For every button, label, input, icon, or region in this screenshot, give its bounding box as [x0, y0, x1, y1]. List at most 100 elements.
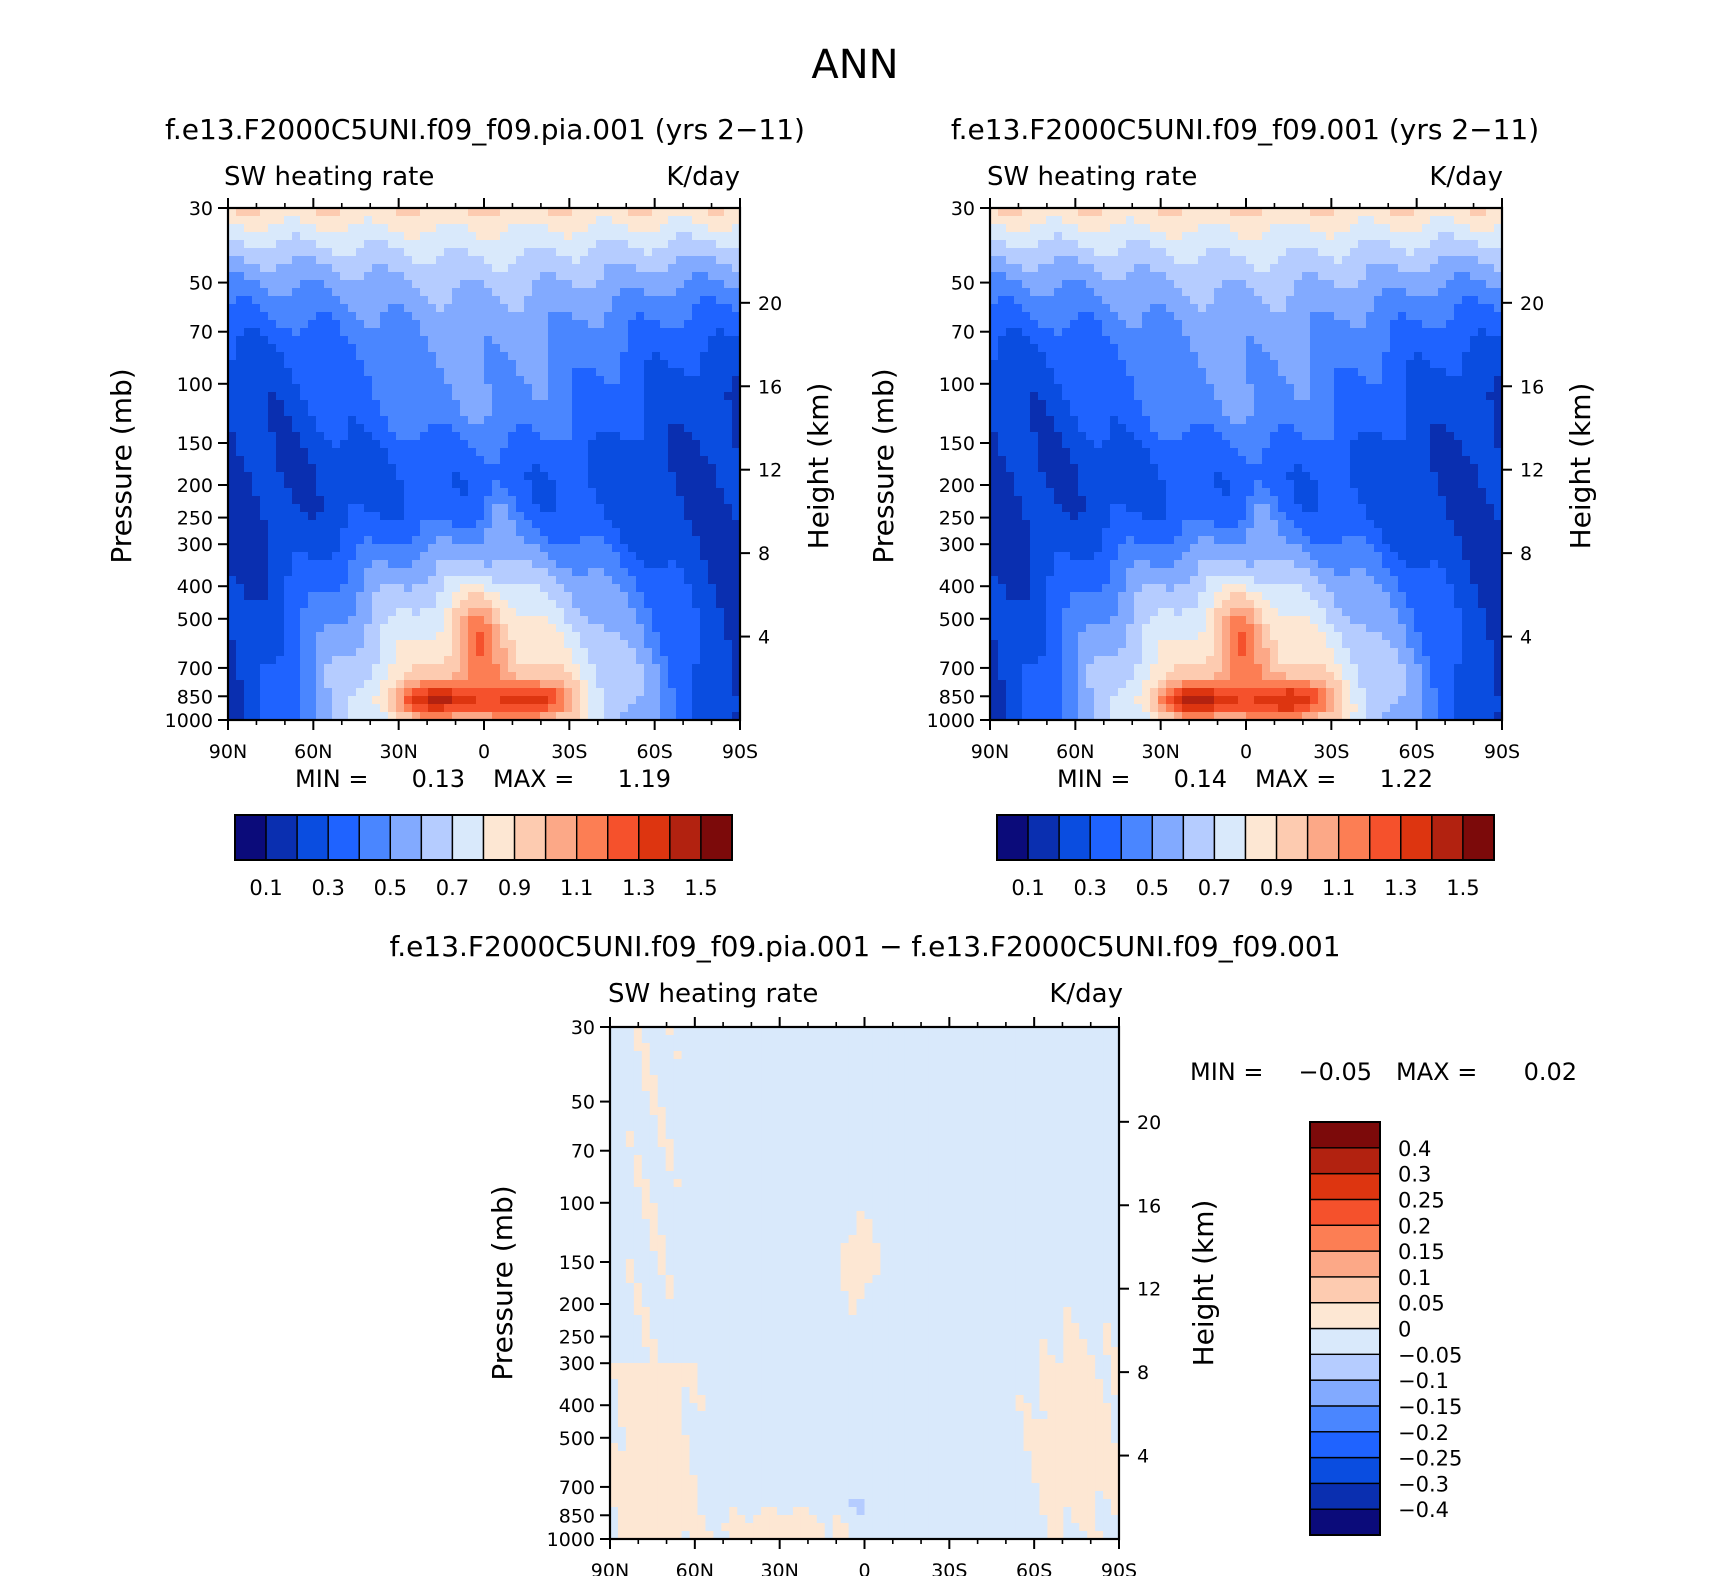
field-cell — [316, 456, 325, 465]
field-cell — [1230, 256, 1239, 265]
field-cell — [404, 216, 413, 225]
field-cell — [420, 480, 429, 489]
field-cell — [324, 296, 333, 305]
field-cell — [1030, 272, 1039, 281]
field-cell — [660, 392, 669, 401]
field-cell — [724, 632, 733, 641]
field-cell — [540, 224, 549, 233]
field-cell — [244, 536, 253, 545]
field-cell — [732, 248, 741, 257]
field-cell — [692, 664, 701, 673]
field-cell — [468, 448, 477, 457]
field-cell — [436, 496, 445, 505]
field-cell — [612, 664, 621, 673]
field-cell — [572, 264, 581, 273]
field-cell — [468, 256, 477, 265]
field-cell — [396, 480, 405, 489]
field-cell — [388, 440, 397, 449]
field-cell — [484, 488, 493, 497]
field-cell — [436, 208, 445, 217]
field-cell — [1302, 264, 1311, 273]
field-cell — [284, 456, 293, 465]
field-cell — [436, 688, 445, 697]
field-cell — [260, 408, 269, 417]
field-cell — [340, 432, 349, 441]
field-cell — [476, 624, 485, 633]
field-cell — [556, 240, 565, 249]
field-cell — [276, 448, 285, 457]
field-cell — [356, 352, 365, 361]
field-cell — [412, 624, 421, 633]
field-cell — [268, 272, 277, 281]
field-cell — [492, 576, 501, 585]
field-cell — [1382, 240, 1391, 249]
field-cell — [444, 448, 453, 457]
field-cell — [1062, 296, 1071, 305]
field-cell — [348, 496, 357, 505]
field-cell — [1102, 208, 1111, 217]
field-cell — [316, 208, 325, 217]
field-cell — [556, 648, 565, 657]
field-cell — [460, 384, 469, 393]
field-cell — [508, 568, 517, 577]
field-cell — [724, 600, 733, 609]
field-cell — [276, 568, 285, 577]
field-cell — [452, 560, 461, 569]
field-cell — [260, 584, 269, 593]
field-cell — [324, 496, 333, 505]
field-cell — [1494, 288, 1503, 297]
field-cell — [436, 432, 445, 441]
field-cell — [468, 320, 477, 329]
field-cell — [436, 632, 445, 641]
field-cell — [620, 312, 629, 321]
field-cell — [348, 568, 357, 577]
field-cell — [572, 464, 581, 473]
field-cell — [676, 464, 685, 473]
field-cell — [580, 256, 589, 265]
field-cell — [444, 456, 453, 465]
field-cell — [508, 544, 517, 553]
field-cell — [596, 600, 605, 609]
field-cell — [524, 568, 533, 577]
field-cell — [540, 464, 549, 473]
field-cell — [372, 448, 381, 457]
field-cell — [252, 232, 261, 241]
field-cell — [580, 328, 589, 337]
field-cell — [668, 216, 677, 225]
field-cell — [540, 248, 549, 257]
field-cell — [236, 584, 245, 593]
field-cell — [348, 680, 357, 689]
field-cell — [460, 344, 469, 353]
field-cell — [1110, 256, 1119, 265]
field-cell — [236, 656, 245, 665]
field-cell — [388, 704, 397, 713]
field-cell — [500, 456, 509, 465]
field-cell — [340, 528, 349, 537]
field-cell — [324, 584, 333, 593]
field-cell — [292, 536, 301, 545]
field-cell — [228, 416, 237, 425]
field-cell — [700, 400, 709, 409]
field-cell — [1366, 248, 1375, 257]
field-cell — [1142, 208, 1151, 217]
field-cell — [1438, 288, 1447, 297]
field-cell — [372, 424, 381, 433]
field-cell — [532, 272, 541, 281]
field-cell — [732, 360, 741, 369]
field-cell — [500, 280, 509, 289]
field-cell — [228, 216, 237, 225]
field-cell — [372, 536, 381, 545]
field-cell — [564, 528, 573, 537]
field-cell — [228, 440, 237, 449]
field-cell — [1150, 216, 1159, 225]
field-cell — [604, 696, 613, 705]
field-cell — [1438, 280, 1447, 289]
field-cell — [396, 456, 405, 465]
field-cell — [1422, 288, 1431, 297]
field-cell — [716, 584, 725, 593]
field-cell — [468, 480, 477, 489]
field-cell — [684, 216, 693, 225]
field-cell — [572, 232, 581, 241]
field-cell — [684, 384, 693, 393]
field-cell — [524, 360, 533, 369]
